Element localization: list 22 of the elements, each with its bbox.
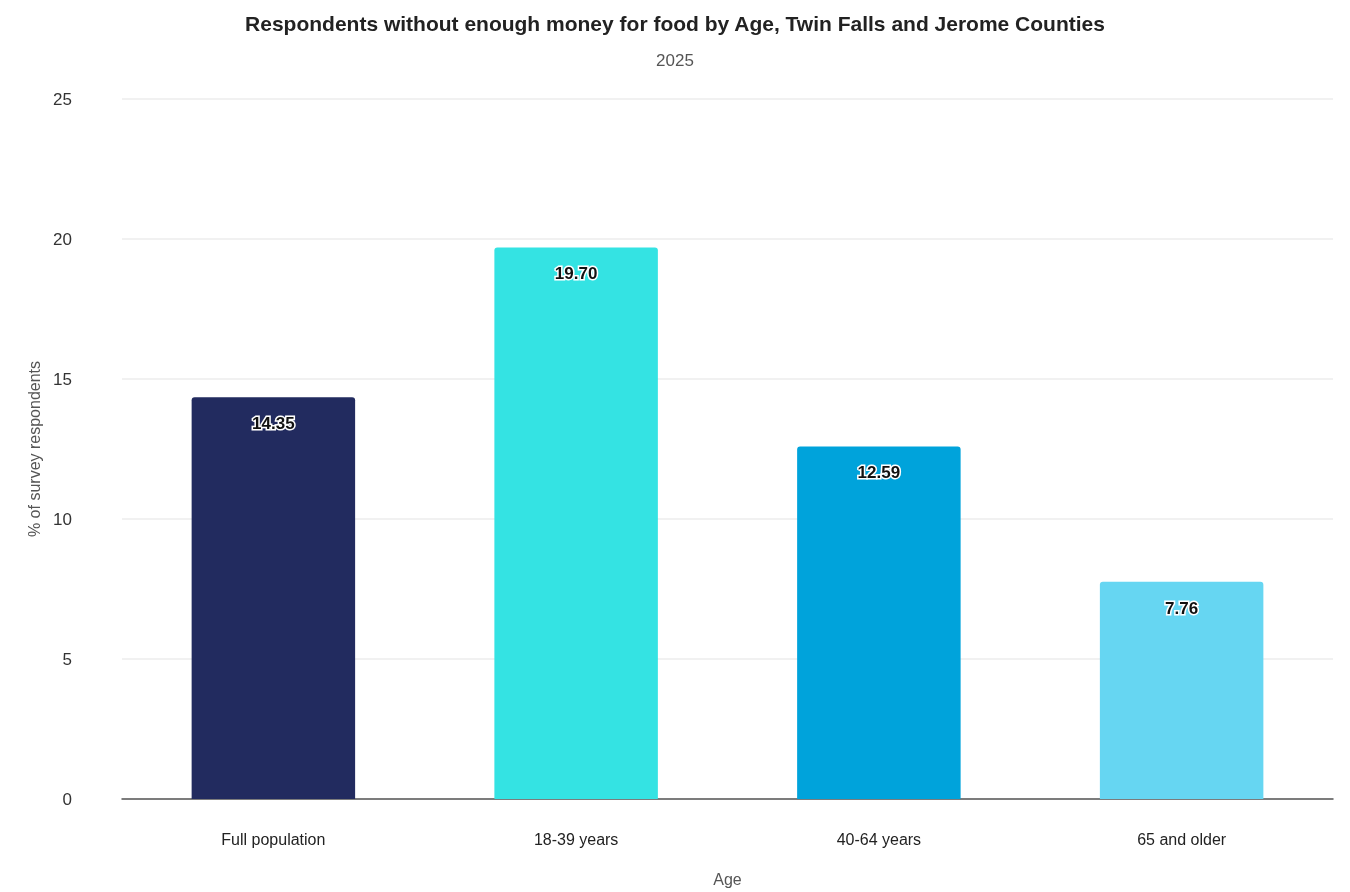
- data-label: 12.59: [857, 463, 901, 483]
- y-tick-label: 0: [62, 789, 72, 809]
- y-tick-label: 5: [62, 649, 72, 669]
- bar: [1099, 581, 1264, 799]
- x-axis-title: Age: [713, 870, 742, 888]
- y-tick-label: 15: [53, 369, 72, 389]
- y-tick-label: 25: [53, 89, 72, 109]
- data-label: 7.76: [1165, 598, 1199, 618]
- x-tick-label: Full population: [221, 830, 326, 848]
- data-label: 19.70: [554, 264, 598, 284]
- x-tick-label: 65 and older: [1137, 830, 1227, 848]
- x-tick-label: 18-39 years: [533, 830, 619, 848]
- chart-subtitle: 2025: [656, 51, 694, 70]
- y-tick-label: 10: [53, 509, 72, 529]
- y-tick-label: 20: [53, 229, 72, 249]
- chart-title: Respondents without enough money for food by Age, Twin Falls and Jerome Counties: [245, 12, 1105, 35]
- x-tick-label: 40-64 years: [836, 830, 922, 848]
- data-label: 14.35: [252, 414, 295, 434]
- bar: [494, 247, 658, 799]
- bar: [191, 397, 356, 799]
- y-axis-title: % of survey respondents: [25, 360, 43, 538]
- bar: [797, 446, 961, 799]
